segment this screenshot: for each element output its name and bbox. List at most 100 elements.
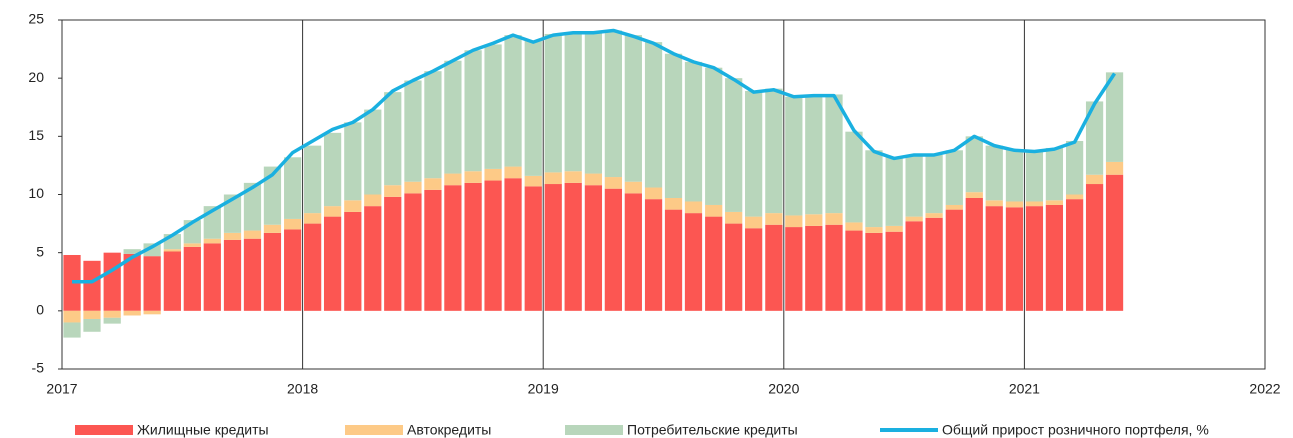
bar — [564, 171, 582, 183]
bar — [845, 222, 863, 231]
bar — [484, 44, 502, 169]
x-tick-label: 2018 — [287, 381, 318, 397]
y-tick-label: 0 — [36, 302, 44, 318]
x-tick-label: 2022 — [1249, 381, 1280, 397]
bar — [424, 178, 442, 190]
bar — [464, 50, 482, 172]
line — [72, 28, 1117, 284]
bar — [284, 218, 302, 230]
bar — [845, 230, 863, 311]
bar — [404, 80, 422, 182]
bar — [584, 32, 603, 174]
bar — [825, 213, 843, 225]
bar — [143, 243, 161, 257]
bar — [745, 90, 763, 217]
bar — [845, 131, 863, 223]
bar — [1025, 206, 1044, 311]
bar — [304, 213, 322, 224]
bar — [925, 213, 943, 218]
bar — [905, 216, 923, 222]
bar — [384, 196, 402, 311]
bar — [484, 180, 502, 311]
bar — [564, 32, 582, 172]
bar — [705, 204, 723, 217]
bar — [584, 185, 603, 311]
legend-label: Жилищные кредиты — [137, 422, 269, 438]
bar — [504, 166, 522, 179]
bar — [504, 35, 522, 167]
bar — [805, 95, 823, 215]
bar — [885, 231, 903, 311]
bar — [965, 136, 983, 193]
legend-label: Потребительские кредиты — [627, 422, 798, 438]
bar — [323, 132, 342, 207]
bar — [785, 96, 803, 216]
bar — [1085, 184, 1104, 311]
bar — [203, 238, 221, 244]
bar — [1045, 200, 1064, 205]
bar — [865, 227, 883, 233]
y-tick-label: 5 — [36, 243, 44, 259]
bar — [544, 33, 562, 173]
bar — [444, 173, 462, 186]
bar — [83, 318, 101, 332]
bar — [404, 181, 422, 194]
bar — [404, 193, 422, 311]
bar — [1085, 174, 1104, 185]
bar — [865, 232, 883, 311]
bar — [624, 193, 642, 311]
bar — [83, 310, 101, 319]
bar — [1025, 201, 1044, 207]
bar — [825, 224, 843, 311]
bar — [143, 310, 161, 315]
bar — [965, 192, 983, 198]
bar — [825, 94, 843, 214]
bar — [544, 172, 562, 185]
bar — [985, 145, 1003, 201]
bar — [1085, 101, 1104, 175]
bar — [524, 186, 542, 311]
bar — [705, 67, 723, 205]
bar — [1005, 201, 1024, 208]
bar — [785, 215, 803, 228]
bar — [384, 185, 402, 197]
y-tick-label: 20 — [28, 69, 44, 85]
bar — [344, 122, 362, 201]
x-tick-label: 2020 — [768, 381, 799, 397]
legend-swatch — [565, 425, 623, 435]
bar — [745, 228, 763, 311]
bar — [705, 216, 723, 311]
bar — [263, 232, 282, 311]
bar — [1005, 207, 1024, 311]
bar — [183, 246, 201, 311]
bar — [304, 145, 322, 214]
bar — [284, 157, 302, 219]
bar — [284, 229, 302, 311]
bar — [524, 175, 542, 187]
bar — [644, 187, 663, 200]
bar — [765, 213, 783, 225]
bar — [1105, 161, 1124, 175]
bar — [243, 230, 262, 239]
x-tick-label: 2019 — [528, 381, 559, 397]
bar — [444, 185, 462, 311]
bar — [885, 225, 903, 232]
bar — [725, 223, 743, 311]
bar — [765, 88, 783, 214]
bar — [464, 171, 482, 183]
bar — [504, 178, 522, 311]
bar — [965, 197, 983, 311]
bar — [805, 214, 823, 226]
bar — [725, 211, 743, 224]
bar — [203, 243, 221, 311]
bar — [163, 251, 181, 311]
bar — [143, 256, 161, 311]
bar — [243, 238, 262, 311]
y-tick-label: -5 — [32, 360, 45, 376]
bar — [103, 310, 121, 318]
bar — [63, 310, 81, 323]
bar — [424, 71, 442, 179]
bar — [83, 260, 101, 311]
bar — [323, 206, 342, 217]
